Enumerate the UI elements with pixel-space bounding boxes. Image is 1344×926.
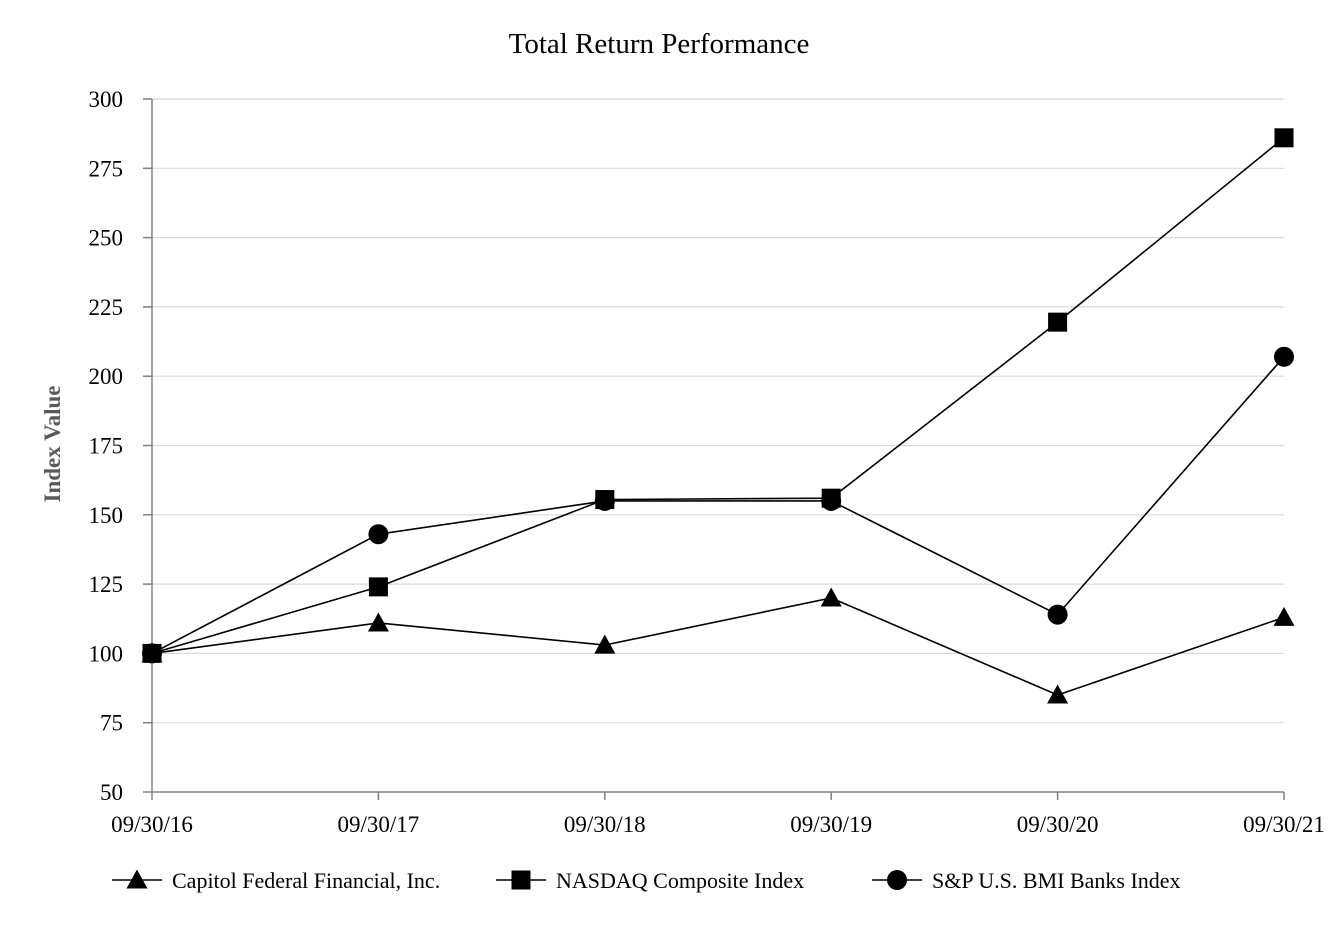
x-tick-label: 09/30/17 [338,812,420,837]
axes: 50 75 100 125 150 175 200 225 250 275 300 09/30/16 0… [89,87,1325,837]
legend-marker-square [511,870,531,890]
legend-label: NASDAQ Composite Index [556,868,804,893]
legend-marker-circle [887,870,907,890]
y-tick-label: 225 [89,295,124,320]
series-line-circle [151,356,1285,655]
series-line-triangle [151,597,1285,696]
y-tick-label: 50 [100,780,123,805]
y-tick-label: 100 [89,641,124,666]
chart-title: Total Return Performance [509,28,810,60]
y-tick-label: 75 [100,711,123,736]
legend-label: Capitol Federal Financial, Inc. [172,868,440,893]
series-circle [142,346,1294,664]
x-tick-label: 09/30/18 [564,812,646,837]
x-tick-label: 09/30/19 [790,812,872,837]
data-point-square [821,488,841,508]
data-point-circle [368,524,389,545]
x-tick-label: 09/30/20 [1017,812,1099,837]
data-point-triangle [141,642,163,662]
data-point-triangle [367,612,389,632]
data-point-triangle [1273,606,1295,626]
data-point-square [368,577,388,597]
x-tick-label: 09/30/16 [111,812,193,837]
y-tick-label: 125 [89,572,124,597]
data-point-circle [1047,604,1068,625]
x-tick-label: 09/30/21 [1243,812,1325,837]
data-point-triangle [1047,684,1069,704]
data-point-square [1274,128,1294,148]
data-point-square [1048,312,1068,332]
y-axis-title: Index Value [40,386,65,503]
y-tick-label: 250 [89,226,124,251]
data-point-circle [1274,346,1294,367]
y-tick-label: 275 [89,156,124,181]
legend-item: Capitol Federal Financial, Inc. [112,868,440,893]
legend-item: NASDAQ Composite Index [496,868,804,893]
series-line-square [151,137,1285,655]
gridlines [152,98,1284,724]
legend: Capitol Federal Financial, Inc. NASDAQ Co… [112,868,1181,893]
series-square [142,128,1294,663]
y-tick-label: 300 [89,87,124,112]
y-tick-label: 200 [89,364,124,389]
data-point-triangle [820,587,842,607]
legend-item: S&P U.S. BMI Banks Index [872,868,1181,893]
legend-marker-triangle [126,869,148,889]
data-point-square [595,490,615,510]
y-tick-label: 175 [89,434,124,459]
legend-label: S&P U.S. BMI Banks Index [932,868,1181,893]
y-tick-label: 150 [89,503,124,528]
series-triangle [141,587,1295,704]
data-point-triangle [594,634,616,654]
series-layer [141,128,1295,704]
